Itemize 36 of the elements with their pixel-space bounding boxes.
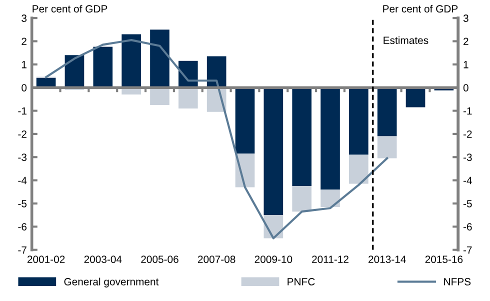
x-tick-label: 2001-02 (27, 256, 65, 264)
y-tick-label: -2 (18, 130, 26, 138)
y2-tick-label: 2 (464, 38, 468, 46)
x-tick-label: 2013-14 (368, 256, 406, 264)
y2-tick-label: -2 (463, 130, 472, 138)
x-tick-label: 2005-06 (141, 256, 178, 264)
x-tick-label: 2003-04 (84, 256, 122, 264)
y-tick-label: -6 (18, 223, 27, 231)
y-tick-label: 2 (22, 38, 26, 46)
y-tick-label: 0 (22, 84, 27, 92)
ref-line-label: Estimates (384, 36, 428, 44)
y2-tick-label: -3 (463, 154, 472, 161)
y-tick-label: 1 (22, 61, 26, 68)
y-tick-label: -3 (18, 154, 27, 161)
y-tick-label: -7 (18, 246, 26, 254)
y2-tick-label: -1 (463, 107, 472, 115)
x-tick-label: 2009-10 (254, 256, 292, 264)
x-tick-label: 2015-16 (425, 256, 463, 264)
y-axis-title: Per cent of GDP (32, 4, 108, 13)
y2-tick-label: 3 (463, 14, 468, 22)
y-tick-label: -5 (18, 200, 27, 208)
x-tick-label: 2011-12 (312, 256, 348, 264)
y2-tick-label: 0 (463, 84, 468, 92)
y2-axis-title: Per cent of GDP (383, 4, 458, 13)
y2-tick-label: -4 (463, 176, 472, 184)
legend-label: PNFC (288, 278, 315, 286)
y-tick-label: 3 (22, 14, 27, 22)
y2-tick-label: 1 (464, 61, 468, 68)
y-tick-label: -4 (18, 176, 27, 184)
y2-tick-label: -5 (463, 200, 472, 208)
legend-label: General government (64, 278, 159, 288)
x-tick-label: 2007-08 (198, 256, 236, 264)
y-tick-label: -1 (18, 107, 26, 115)
legend-label: NFPS (444, 278, 471, 286)
y2-tick-label: -7 (463, 246, 472, 254)
y2-tick-label: -6 (463, 223, 472, 231)
